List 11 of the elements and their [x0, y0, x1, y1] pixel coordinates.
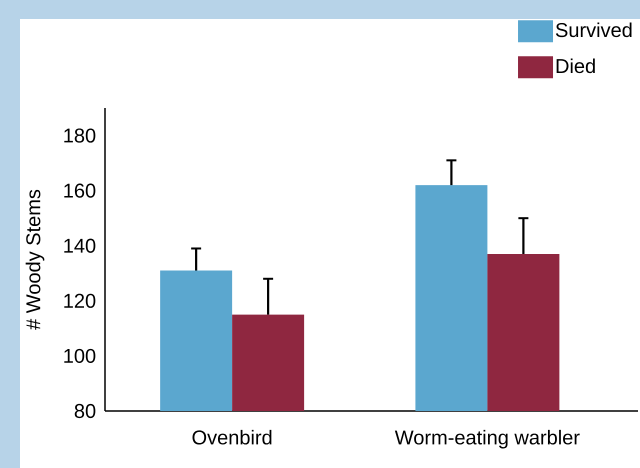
y-tick-label: 160	[64, 184, 96, 198]
y-tick-label: 100	[64, 348, 96, 363]
x-tick-label: Worm-eating warbler	[394, 430, 580, 449]
x-tick-label: Ovenbird	[192, 430, 272, 445]
legend-label: Died	[556, 58, 595, 74]
y-axis-title: # Woody Stems	[26, 190, 44, 330]
y-tick-label: 180	[64, 128, 96, 143]
legend-label: Survived	[556, 22, 632, 38]
y-tick-label: 140	[64, 238, 96, 253]
y-tick-label: 120	[64, 294, 96, 308]
y-tick-label: 80	[74, 404, 96, 418]
